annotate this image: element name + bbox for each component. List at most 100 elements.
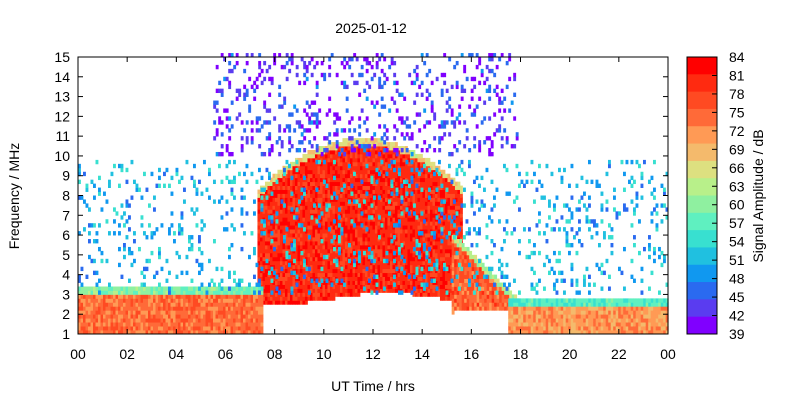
heatmap-cell (481, 286, 485, 291)
heatmap-cell (412, 233, 416, 238)
heatmap-cell (220, 195, 224, 200)
heatmap-cell (105, 318, 109, 323)
heatmap-cell (379, 284, 383, 289)
heatmap-cell (367, 233, 371, 238)
heatmap-cell (476, 262, 480, 268)
heatmap-cell (262, 205, 266, 210)
heatmap-cell (489, 306, 493, 311)
heatmap-cell (322, 169, 326, 175)
heatmap-cell (170, 175, 174, 181)
heatmap-cell (255, 306, 259, 311)
heatmap-cell (178, 227, 181, 232)
heatmap-cell (545, 306, 549, 311)
heatmap-cell (635, 330, 639, 335)
heatmap-cell (128, 318, 131, 323)
heatmap-cell (598, 322, 602, 327)
heatmap-cell (148, 290, 151, 295)
heatmap-cell (108, 326, 111, 331)
heatmap-cell (476, 306, 480, 311)
heatmap-cell (200, 330, 204, 335)
heatmap-cell (115, 286, 119, 291)
heatmap-cell (178, 302, 181, 307)
heatmap-cell (635, 302, 639, 307)
heatmap-cell (269, 185, 273, 190)
heatmap-cell (148, 294, 151, 299)
heatmap-cell (317, 268, 321, 274)
heatmap-cell (457, 197, 461, 202)
heatmap-cell (523, 314, 527, 319)
heatmap-cell (461, 262, 465, 268)
heatmap-cell (457, 205, 461, 210)
heatmap-cell (429, 181, 433, 187)
heatmap-cell (369, 229, 373, 234)
heatmap-cell (349, 209, 353, 214)
heatmap-cell (454, 270, 458, 276)
heatmap-cell (369, 142, 373, 147)
heatmap-cell (292, 173, 296, 179)
heatmap-cell (474, 266, 478, 272)
heatmap-cell (354, 169, 358, 175)
heatmap-cell (392, 264, 396, 270)
heatmap-cell (317, 189, 321, 194)
heatmap-cell (389, 169, 393, 175)
heatmap-cell (123, 298, 126, 303)
heatmap-cell (357, 288, 361, 293)
heatmap-cell (359, 276, 363, 281)
heatmap-cell (93, 326, 96, 331)
heatmap-cell (608, 314, 612, 319)
heatmap-cell (183, 330, 186, 335)
heatmap-cell (444, 276, 448, 281)
heatmap-cell (120, 163, 124, 169)
heatmap-cell (269, 197, 273, 202)
heatmap-cell (397, 260, 401, 266)
heatmap-cell (499, 294, 503, 299)
heatmap-cell (419, 161, 423, 167)
heatmap-cell (210, 318, 214, 323)
heatmap-cell (389, 173, 393, 179)
heatmap-cell (302, 292, 306, 297)
heatmap-cell (344, 292, 348, 297)
heatmap-cell (103, 290, 106, 295)
heatmap-cell (603, 310, 607, 315)
heatmap-cell (560, 322, 564, 327)
heatmap-cell (409, 209, 413, 214)
heatmap-cell (324, 260, 328, 266)
heatmap-cell (334, 181, 338, 187)
heatmap-cell (272, 193, 276, 198)
heatmap-cell (663, 326, 667, 331)
heatmap-cell (264, 268, 268, 274)
heatmap-cell (439, 284, 443, 289)
heatmap-cell (193, 314, 196, 319)
heatmap-cell (412, 197, 416, 202)
heatmap-cell (309, 181, 313, 187)
heatmap-cell (257, 241, 261, 246)
heatmap-cell (394, 229, 398, 234)
heatmap-cell (78, 302, 81, 307)
heatmap-cell (150, 330, 154, 335)
heatmap-cell (447, 260, 451, 266)
heatmap-cell (508, 302, 512, 307)
heatmap-cell (337, 276, 341, 281)
heatmap-cell (95, 282, 99, 287)
heatmap-cell (257, 252, 261, 258)
heatmap-cell (284, 264, 288, 270)
heatmap-cell (339, 201, 343, 206)
heatmap-cell (317, 248, 321, 254)
heatmap-cell (399, 280, 403, 285)
heatmap-cell (369, 165, 373, 171)
heatmap-cell (372, 173, 376, 179)
heatmap-cell (225, 326, 229, 331)
heatmap-cell (269, 177, 273, 183)
heatmap-cell (387, 288, 391, 293)
heatmap-cell (404, 165, 408, 171)
heatmap-cell (287, 248, 291, 254)
heatmap-cell (329, 201, 333, 206)
heatmap-cell (274, 189, 278, 194)
heatmap-cell (456, 290, 460, 295)
heatmap-cell (302, 252, 306, 258)
heatmap-cell (88, 286, 91, 291)
heatmap-cell (367, 209, 371, 214)
heatmap-cell (243, 326, 246, 331)
heatmap-cell (309, 157, 313, 163)
heatmap-cell (377, 146, 381, 151)
